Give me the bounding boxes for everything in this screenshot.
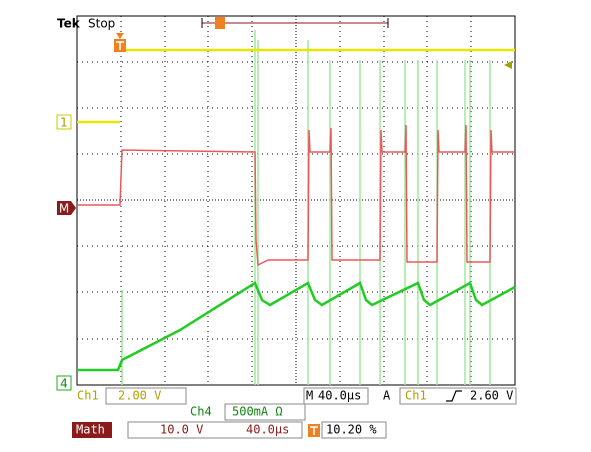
- trigger-pos-box: [321, 421, 387, 439]
- trigger-position: 10.20 %: [326, 423, 377, 437]
- status: Stop: [88, 17, 115, 31]
- ch4-trace: [77, 281, 516, 372]
- ch4-marker-box: [56, 375, 72, 391]
- ch1-trace: [77, 48, 515, 124]
- math-trace: [77, 124, 515, 267]
- trigger-level: 2.60 V: [470, 389, 513, 403]
- trigger-source: Ch1: [405, 389, 427, 403]
- math-marker: M: [59, 202, 69, 216]
- brand: Tek: [57, 17, 81, 31]
- ch1-label: Ch1: [77, 389, 99, 403]
- timebase-box: [303, 387, 369, 405]
- ch4-label: Ch4: [190, 405, 212, 419]
- trigger-level-marker: [504, 61, 512, 69]
- math-time: 40.0µs: [246, 423, 289, 437]
- math-label: Math: [76, 423, 105, 437]
- trigger-pos-icon-t: [310, 426, 318, 435]
- trigger-label: A: [383, 389, 391, 403]
- math-marker-box: [57, 201, 76, 215]
- ch1-box: [105, 387, 187, 405]
- math-box: [127, 421, 303, 439]
- trigger-marker: [114, 33, 126, 52]
- trigger-slope: [446, 390, 462, 402]
- trigger-box: [399, 387, 517, 405]
- ch4-box: [224, 403, 306, 421]
- ch4-scale: 500mA Ω: [232, 405, 283, 419]
- ch1-marker-box: [56, 114, 72, 130]
- timebase-scale: 40.0µs: [318, 389, 361, 403]
- math-label-box: [72, 422, 112, 438]
- trigger-position-bar: [201, 17, 389, 29]
- graticule: [76, 15, 516, 386]
- math-scale: 10.0 V: [160, 423, 203, 437]
- timebase-label: M: [306, 389, 313, 403]
- ch4-marker: 4: [60, 377, 68, 391]
- ch1-scale: 2.00 V: [118, 389, 161, 403]
- ch1-marker: 1: [60, 116, 68, 130]
